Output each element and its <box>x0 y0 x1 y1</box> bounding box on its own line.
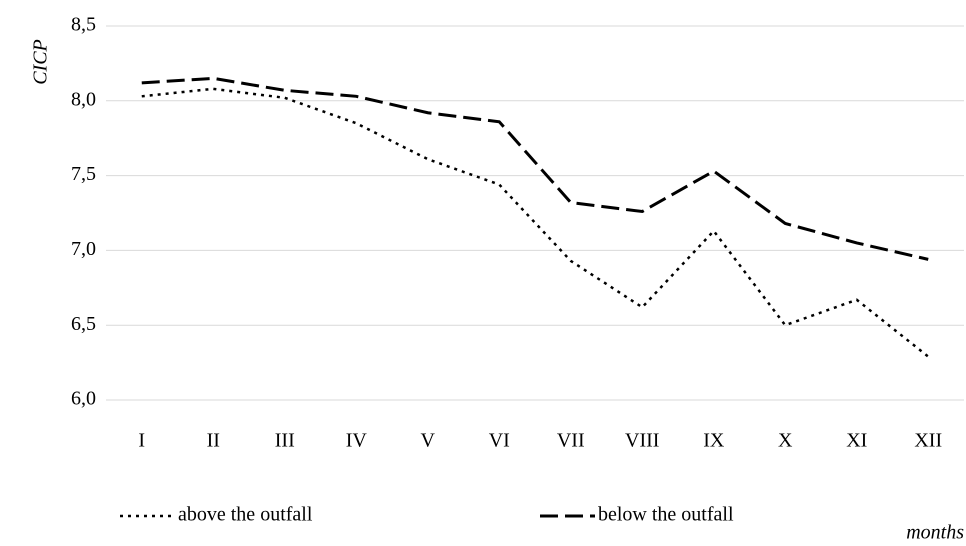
x-tick-label: II <box>207 430 220 452</box>
legend-label: above the outfall <box>178 504 313 526</box>
x-tick-label: VI <box>489 430 510 452</box>
x-tick-label: I <box>138 430 145 452</box>
legend-label: below the outfall <box>598 504 734 526</box>
x-tick-label: VIII <box>625 430 659 452</box>
y-tick-label: 8,0 <box>71 88 96 110</box>
y-tick-label: 7,0 <box>71 238 96 260</box>
x-tick-label: VII <box>557 430 585 452</box>
y-tick-label: 8,5 <box>71 14 96 36</box>
x-tick-label: XII <box>914 430 942 452</box>
x-axis-label: months <box>906 522 964 544</box>
y-tick-label: 7,5 <box>71 163 96 185</box>
y-tick-label: 6,5 <box>71 313 96 335</box>
y-tick-label: 6,0 <box>71 388 96 410</box>
x-tick-label: XI <box>846 430 867 452</box>
series-line <box>141 87 930 358</box>
x-tick-label: IV <box>346 430 368 452</box>
x-tick-label: III <box>275 430 295 452</box>
x-tick-label: X <box>778 430 793 452</box>
x-tick-label: IX <box>703 430 725 452</box>
series-line <box>141 76 929 261</box>
y-axis-label: CICP <box>30 39 52 85</box>
x-tick-label: V <box>421 430 436 452</box>
